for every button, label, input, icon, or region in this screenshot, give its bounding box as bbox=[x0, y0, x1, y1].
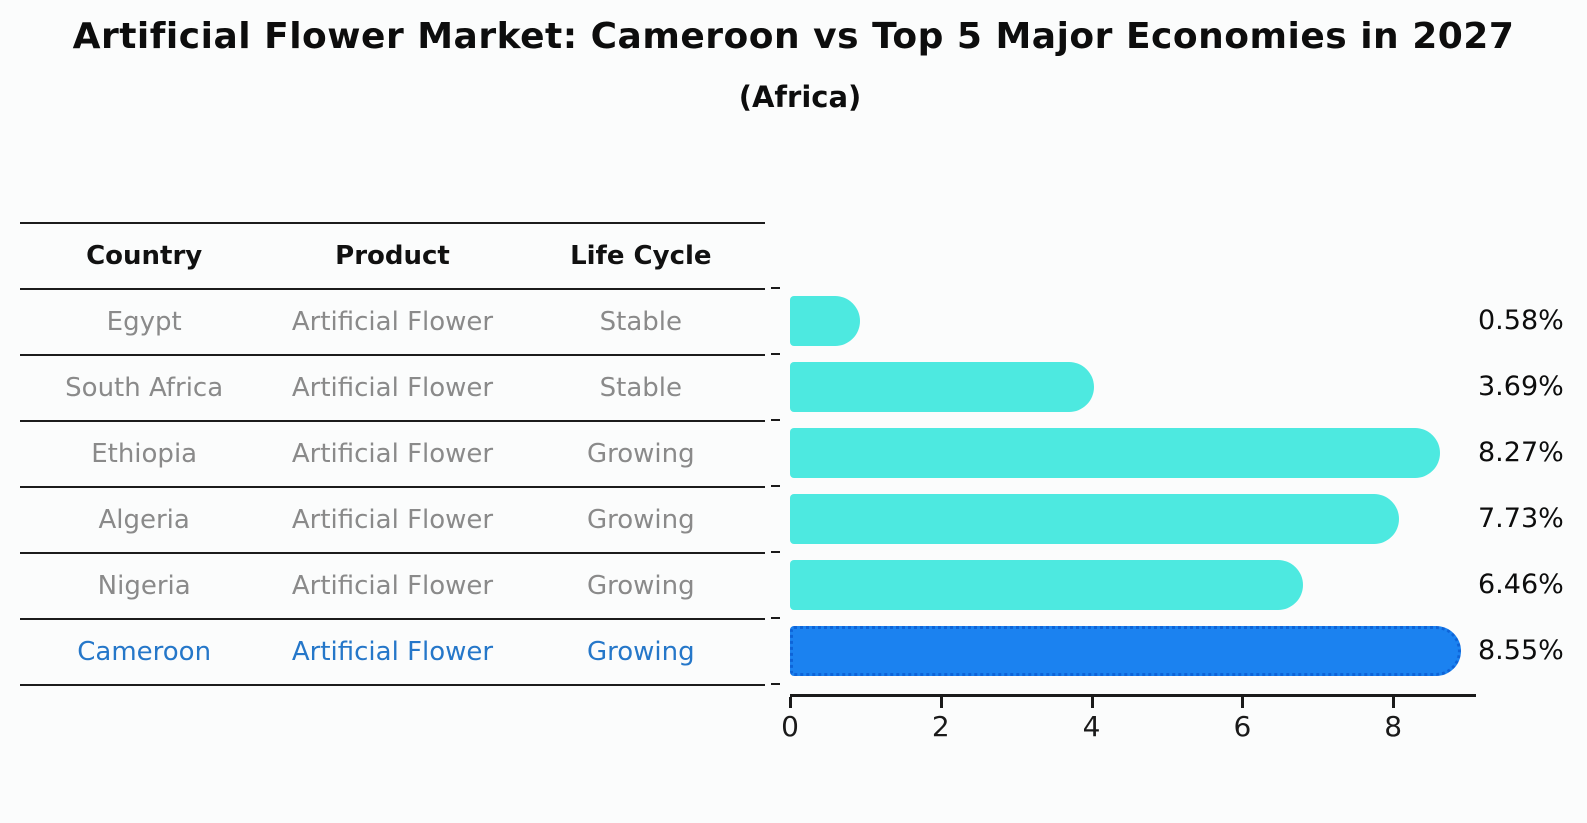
cell-country: Nigeria bbox=[97, 571, 191, 601]
x-tick-label: 2 bbox=[931, 710, 950, 743]
x-axis-tick bbox=[1392, 697, 1396, 708]
table-row: South Africa Artificial Flower Stable bbox=[20, 356, 765, 422]
x-tick-label: 4 bbox=[1082, 710, 1101, 743]
bar-value-label: 8.27% bbox=[1478, 437, 1564, 468]
table-row: Algeria Artificial Flower Growing bbox=[20, 488, 765, 554]
cell-life-cycle: Growing bbox=[586, 637, 695, 667]
cell-product: Artificial Flower bbox=[291, 439, 494, 469]
bar-value-label: 7.73% bbox=[1478, 503, 1564, 534]
y-axis-tick bbox=[771, 683, 780, 685]
chart-title: Artificial Flower Market: Cameroon vs To… bbox=[72, 16, 1515, 57]
y-axis-tick bbox=[771, 485, 780, 487]
x-axis-tick bbox=[1241, 697, 1245, 708]
bar-cameroon bbox=[790, 626, 1461, 676]
chart-subtitle: (Africa) bbox=[738, 80, 862, 114]
table-header-row: Country Product Life Cycle bbox=[20, 224, 765, 290]
bar-ethiopia bbox=[790, 428, 1440, 478]
bar-value-label: 0.58% bbox=[1478, 305, 1564, 336]
y-axis-tick bbox=[771, 287, 780, 289]
y-axis-tick bbox=[771, 419, 780, 421]
cell-product: Artificial Flower bbox=[291, 307, 494, 337]
y-axis-tick bbox=[771, 551, 780, 553]
x-tick-label: 6 bbox=[1233, 710, 1252, 743]
y-axis-tick bbox=[771, 617, 780, 619]
column-header-product: Product bbox=[335, 241, 450, 271]
x-axis-tick bbox=[1090, 697, 1094, 708]
x-axis-tick bbox=[789, 697, 792, 708]
y-axis-tick bbox=[771, 353, 780, 355]
cell-life-cycle: Stable bbox=[599, 373, 682, 403]
column-header-life-cycle: Life Cycle bbox=[570, 241, 712, 271]
table-row: Ethiopia Artificial Flower Growing bbox=[20, 422, 765, 488]
cell-country: Ethiopia bbox=[91, 439, 198, 469]
table-row: Egypt Artificial Flower Stable bbox=[20, 290, 765, 356]
bar-south-africa bbox=[790, 362, 1095, 412]
cell-life-cycle: Growing bbox=[586, 505, 695, 535]
bar-value-label: 8.55% bbox=[1478, 635, 1564, 666]
bar-algeria bbox=[790, 494, 1399, 544]
x-tick-label: 0 bbox=[781, 710, 799, 743]
x-axis-tick bbox=[939, 697, 943, 708]
x-tick-label: 8 bbox=[1384, 710, 1403, 743]
cell-product: Artificial Flower bbox=[291, 637, 494, 667]
cell-life-cycle: Growing bbox=[586, 571, 695, 601]
cell-country: Egypt bbox=[106, 307, 182, 337]
cell-product: Artificial Flower bbox=[291, 571, 494, 601]
bar-value-label: 3.69% bbox=[1478, 371, 1564, 402]
cell-product: Artificial Flower bbox=[291, 505, 494, 535]
table-row: Nigeria Artificial Flower Growing bbox=[20, 554, 765, 620]
x-axis-line bbox=[790, 694, 1477, 697]
bar-nigeria bbox=[790, 560, 1304, 610]
cell-country: South Africa bbox=[65, 373, 224, 403]
country-info-table: Country Product Life Cycle Egypt Artific… bbox=[20, 222, 765, 686]
bar-egypt bbox=[790, 296, 860, 346]
column-header-country: Country bbox=[86, 241, 203, 271]
cell-life-cycle: Growing bbox=[586, 439, 695, 469]
cell-product: Artificial Flower bbox=[291, 373, 494, 403]
bar-value-label: 6.46% bbox=[1478, 569, 1564, 600]
cell-country: Cameroon bbox=[77, 637, 212, 667]
cell-country: Algeria bbox=[98, 505, 190, 535]
table-row-highlighted: Cameroon Artificial Flower Growing bbox=[20, 620, 765, 686]
cell-life-cycle: Stable bbox=[599, 307, 682, 337]
